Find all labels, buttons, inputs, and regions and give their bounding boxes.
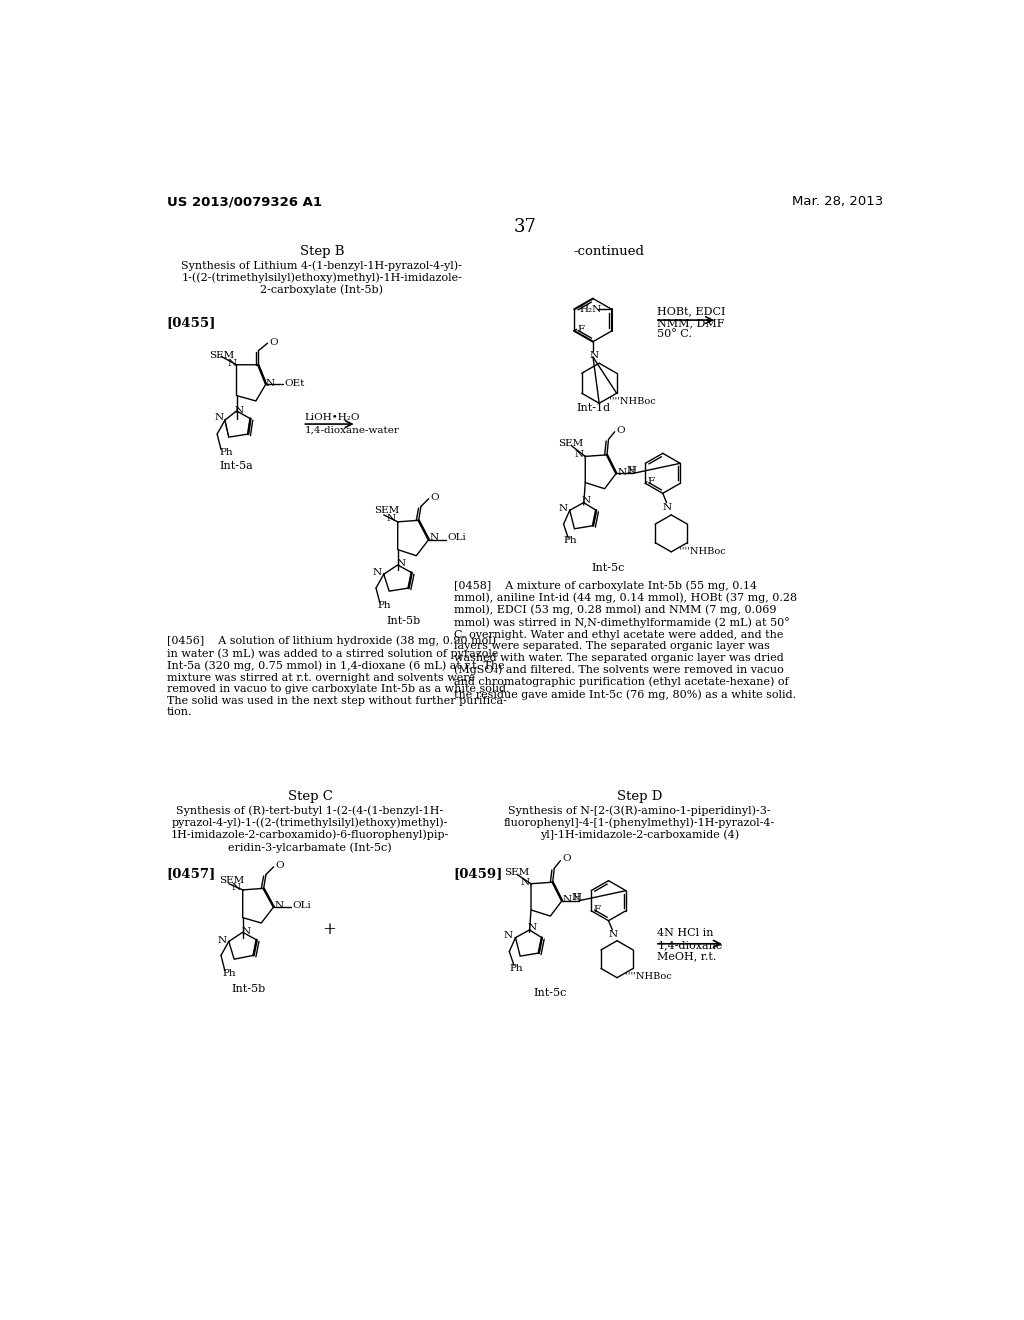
Text: N: N xyxy=(571,892,580,902)
Text: Int-5c: Int-5c xyxy=(534,989,567,998)
Text: ''''NHBoc: ''''NHBoc xyxy=(625,972,672,981)
Text: N: N xyxy=(215,413,224,422)
Text: N: N xyxy=(266,379,275,388)
Text: F: F xyxy=(578,325,585,334)
Text: 37: 37 xyxy=(513,218,537,236)
Text: SEM: SEM xyxy=(504,869,529,878)
Text: OEt: OEt xyxy=(285,379,305,388)
Text: SEM: SEM xyxy=(209,351,234,360)
Text: O: O xyxy=(275,861,284,870)
Text: SEM: SEM xyxy=(375,507,399,515)
Text: Step D: Step D xyxy=(616,789,663,803)
Text: +: + xyxy=(323,921,337,937)
Text: Ph: Ph xyxy=(219,447,233,457)
Text: N: N xyxy=(274,900,284,909)
Text: Int-1d: Int-1d xyxy=(575,404,610,413)
Text: Synthesis of N-[2-(3(R)-amino-1-piperidinyl)-3-
fluorophenyl]-4-[1-(phenylmethyl: Synthesis of N-[2-(3(R)-amino-1-piperidi… xyxy=(504,805,775,841)
Text: Synthesis of (R)-tert-butyl 1-(2-(4-(1-benzyl-1H-
pyrazol-4-yl)-1-((2-(trimethyl: Synthesis of (R)-tert-butyl 1-(2-(4-(1-b… xyxy=(171,805,450,853)
Text: Int-5b: Int-5b xyxy=(231,983,265,994)
Text: SEM: SEM xyxy=(558,440,584,449)
Text: N: N xyxy=(663,503,672,512)
Text: [0455]: [0455] xyxy=(167,317,216,329)
Text: H: H xyxy=(572,892,582,902)
Text: H: H xyxy=(628,466,637,475)
Text: N: N xyxy=(574,450,584,459)
Text: H₂N: H₂N xyxy=(580,305,601,314)
Text: O: O xyxy=(562,854,570,863)
Text: SEM: SEM xyxy=(219,876,245,884)
Text: N: N xyxy=(231,883,241,892)
Text: N: N xyxy=(627,466,634,475)
Text: [0458]    A mixture of carboxylate Int-5b (55 mg, 0.14
mmol), aniline Int-id (44: [0458] A mixture of carboxylate Int-5b (… xyxy=(454,581,797,700)
Text: ''''NHBoc: ''''NHBoc xyxy=(608,397,655,407)
Text: Synthesis of Lithium 4-(1-benzyl-1H-pyrazol-4-yl)-
1-((2-(trimethylsilyl)ethoxy): Synthesis of Lithium 4-(1-benzyl-1H-pyra… xyxy=(181,260,462,296)
Text: N: N xyxy=(396,558,406,568)
Text: -continued: -continued xyxy=(573,244,644,257)
Text: F: F xyxy=(647,478,654,486)
Text: N: N xyxy=(429,533,438,543)
Text: LiOH•H₂O: LiOH•H₂O xyxy=(305,412,360,421)
Text: OLi: OLi xyxy=(447,533,466,543)
Text: [0456]    A solution of lithium hydroxide (38 mg, 0.90 mol)
in water (3 mL) was : [0456] A solution of lithium hydroxide (… xyxy=(167,636,509,717)
Text: O: O xyxy=(269,338,278,347)
Text: Ph: Ph xyxy=(563,536,578,545)
Text: Ph: Ph xyxy=(222,969,237,978)
Text: Step C: Step C xyxy=(288,789,333,803)
Text: OLi: OLi xyxy=(292,900,311,909)
Text: HOBt, EDCI
NMM, DMF
50° C.: HOBt, EDCI NMM, DMF 50° C. xyxy=(657,306,726,339)
Text: 4N HCl in
1,4-dioxane
MeOH, r.t.: 4N HCl in 1,4-dioxane MeOH, r.t. xyxy=(657,928,723,961)
Text: N: N xyxy=(217,936,226,945)
Text: Step B: Step B xyxy=(299,244,344,257)
Text: O: O xyxy=(430,492,439,502)
Text: N: N xyxy=(582,496,591,504)
Text: N: N xyxy=(527,923,537,932)
Text: N: N xyxy=(617,469,626,477)
Text: N: N xyxy=(372,568,381,577)
Text: O: O xyxy=(616,425,625,434)
Text: N: N xyxy=(558,504,567,513)
Text: Ph: Ph xyxy=(509,964,523,973)
Text: [0457]: [0457] xyxy=(167,867,216,880)
Text: 1,4-dioxane-water: 1,4-dioxane-water xyxy=(305,425,399,434)
Text: [0459]: [0459] xyxy=(454,867,503,880)
Text: N: N xyxy=(241,927,250,936)
Text: N: N xyxy=(227,359,237,367)
Text: Int-5a: Int-5a xyxy=(219,461,253,471)
Text: N: N xyxy=(520,878,529,887)
Text: Ph: Ph xyxy=(378,601,391,610)
Text: N: N xyxy=(504,932,513,940)
Text: N: N xyxy=(589,351,598,360)
Text: F: F xyxy=(593,904,600,913)
Text: N: N xyxy=(608,929,617,939)
Text: N: N xyxy=(234,405,244,414)
Text: Int-5b: Int-5b xyxy=(386,615,420,626)
Text: US 2013/0079326 A1: US 2013/0079326 A1 xyxy=(167,195,322,209)
Text: N: N xyxy=(386,515,395,523)
Text: Mar. 28, 2013: Mar. 28, 2013 xyxy=(792,195,883,209)
Text: Int-5c: Int-5c xyxy=(592,562,626,573)
Text: N: N xyxy=(563,895,571,904)
Text: ''''NHBoc: ''''NHBoc xyxy=(679,548,726,556)
